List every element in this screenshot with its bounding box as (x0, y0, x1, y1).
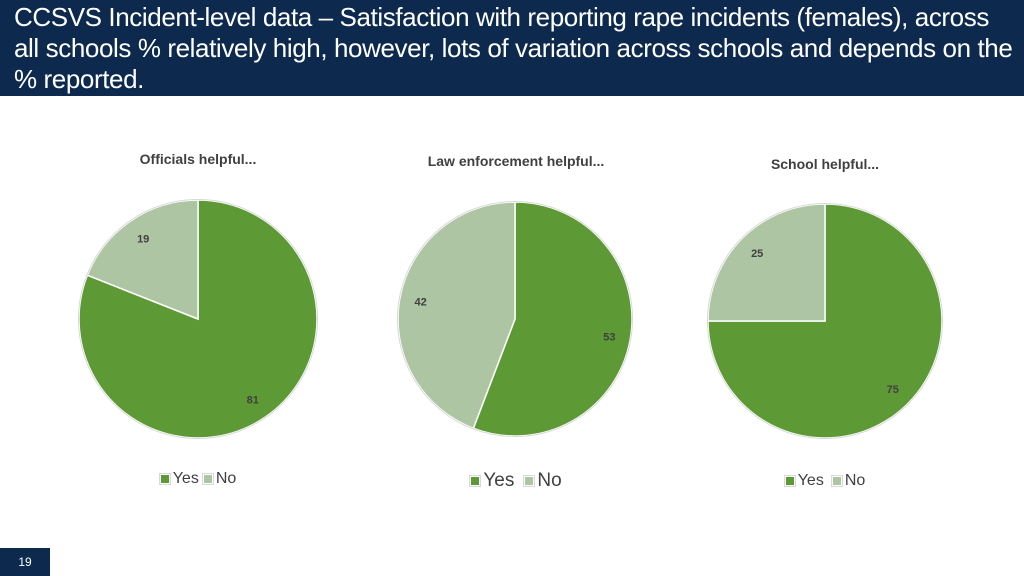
legend-label-yes: Yes (797, 472, 824, 489)
slide-title: CCSVS Incident-level data – Satisfaction… (14, 2, 1013, 94)
data-label-no: 42 (414, 297, 426, 309)
legend-item-no: No (523, 470, 562, 492)
data-label-yes: 53 (603, 331, 615, 343)
pie-plot: 75 25 (707, 203, 943, 439)
pie-chart-school: School helpful... 75 25 Yes No (675, 140, 975, 500)
pie-slice-no (86, 199, 199, 321)
legend-swatch-yes (783, 475, 796, 487)
legend-swatch-no (201, 473, 214, 485)
pie-plot: 81 19 (78, 199, 318, 439)
legend-swatch-yes (469, 475, 482, 487)
legend-label-no: No (844, 472, 866, 489)
pie-chart-officials: Officials helpful... 81 19 Yes No (48, 140, 348, 500)
pie-plot: 53 42 (397, 201, 633, 437)
legend-label-yes: Yes (483, 470, 515, 491)
pie-slice-no (707, 203, 826, 322)
chart-title: Law enforcement helpful... (427, 153, 605, 169)
legend-label-yes: Yes (172, 470, 199, 487)
chart-title: School helpful... (770, 156, 880, 172)
legend-item-yes: Yes (158, 470, 199, 488)
data-label-no: 19 (137, 233, 149, 245)
legend-label-no: No (215, 470, 237, 487)
pie-chart-law-enforcement: Law enforcement helpful... 53 42 Yes No (366, 140, 666, 500)
pie-outline (707, 203, 943, 439)
legend-swatch-no (523, 475, 536, 487)
pie-slice-no (397, 201, 516, 430)
data-label-yes: 81 (247, 395, 259, 407)
chart-legend: Yes No (675, 472, 975, 490)
data-label-yes: 75 (887, 384, 899, 396)
legend-item-no: No (830, 472, 866, 490)
pie-outline (78, 199, 318, 439)
chart-legend: Yes No (48, 470, 348, 488)
legend-item-yes: Yes (469, 470, 515, 492)
page-number: 19 (0, 548, 50, 576)
chart-legend: Yes No (366, 470, 666, 492)
legend-swatch-no (830, 475, 843, 487)
pie-slice-yes (78, 199, 318, 439)
legend-item-no: No (201, 470, 237, 488)
legend-item-yes: Yes (783, 472, 824, 490)
data-label-no: 25 (751, 248, 763, 260)
legend-swatch-yes (158, 473, 171, 485)
title-bar: CCSVS Incident-level data – Satisfaction… (0, 0, 1024, 96)
pie-outline (397, 201, 633, 437)
legend-label-no: No (537, 470, 562, 491)
chart-title: Officials helpful... (139, 151, 257, 167)
pie-slice-yes (472, 201, 633, 437)
